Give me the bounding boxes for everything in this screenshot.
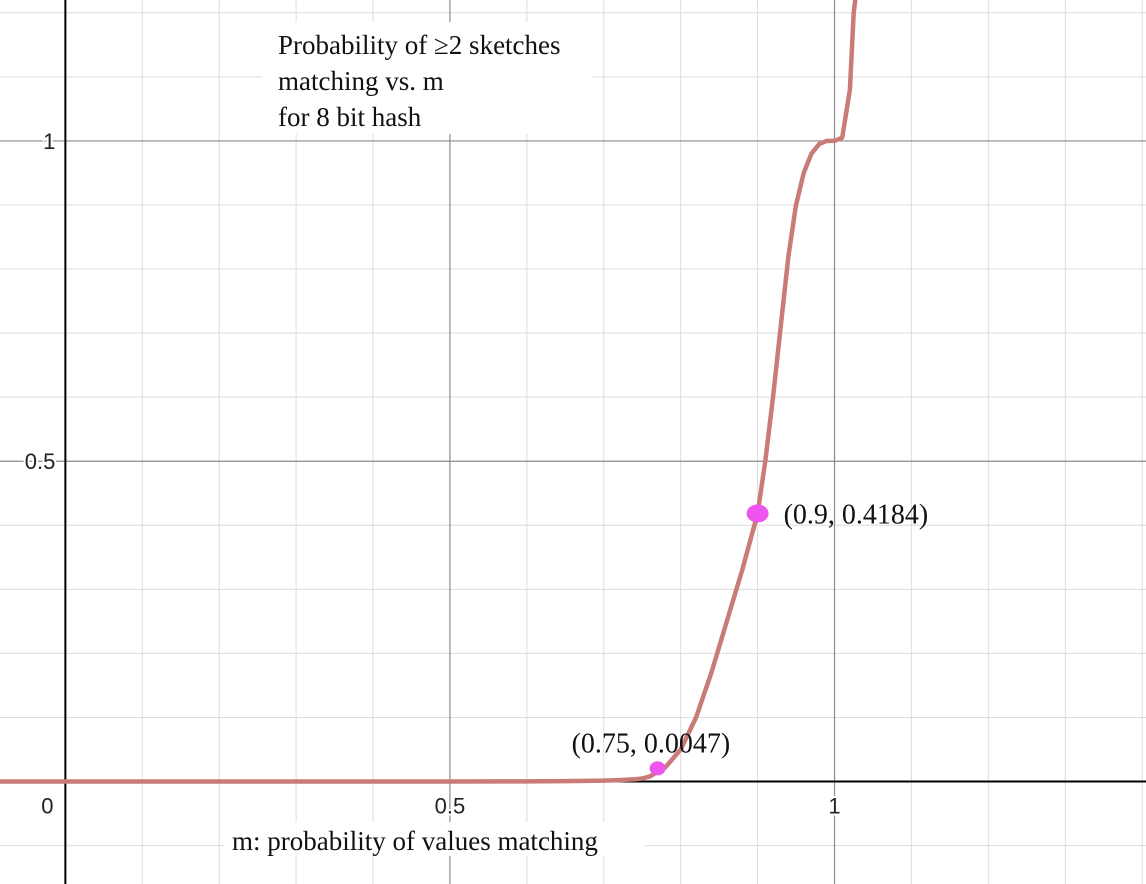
tick-labels: 0 0.5 1 0.5 1	[23, 127, 843, 821]
data-point	[746, 504, 769, 523]
point-label: (0.9, 0.4184)	[784, 499, 929, 530]
series-line	[0, 0, 858, 784]
chart-title: Probability of ≥2 sketches matching vs. …	[278, 30, 567, 132]
points-layer: (0.9, 0.4184) (0.75, 0.0047)	[572, 499, 929, 776]
data-point	[649, 761, 666, 776]
title-background	[262, 22, 592, 134]
x-tick-label: 0	[41, 794, 53, 819]
chart-title-line-2: matching vs. m	[278, 66, 444, 96]
x-tick-label: 1	[828, 794, 840, 819]
chart-title-line-3: for 8 bit hash	[278, 102, 422, 132]
x-axis-label: m: probability of values matching	[232, 826, 598, 856]
y-tick-label: 1	[43, 129, 55, 154]
point-label: (0.75, 0.0047)	[572, 728, 731, 759]
y-tick-label: 0.5	[25, 449, 56, 474]
series-layer	[0, 0, 858, 784]
x-axis-label-background	[224, 822, 644, 856]
x-tick-label: 0.5	[435, 794, 466, 819]
chart-title-line-1: Probability of ≥2 sketches	[278, 30, 561, 60]
